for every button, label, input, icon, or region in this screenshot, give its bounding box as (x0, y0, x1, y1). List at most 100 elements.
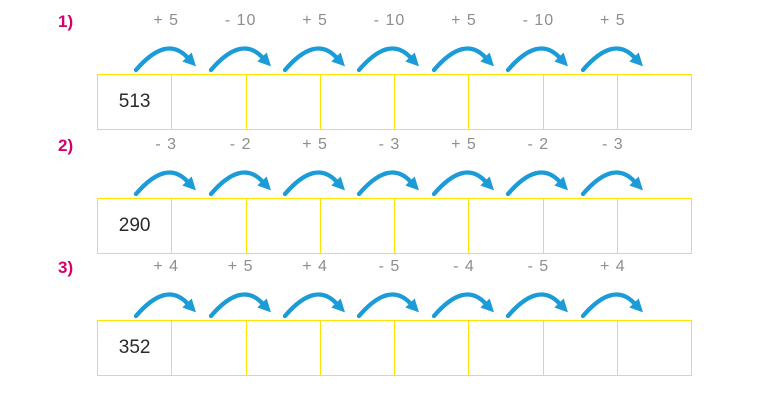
answer-cell[interactable] (247, 199, 321, 253)
arrow-slot (129, 285, 203, 321)
operation-label: + 5 (451, 136, 477, 153)
arrow-icon (282, 46, 346, 73)
operation-label: + 5 (227, 258, 254, 275)
row-number-label: 3) (58, 258, 74, 277)
answer-cell[interactable] (618, 199, 691, 253)
operation-label: + 5 (302, 136, 328, 153)
arrow-slot (352, 285, 426, 321)
arrow-slot (203, 39, 277, 75)
row-number-label: 2) (58, 136, 74, 155)
operation-label: - 10 (224, 12, 257, 29)
answer-cell[interactable] (172, 75, 247, 129)
arrows-row (129, 163, 650, 199)
arrow-slot (278, 39, 352, 75)
arrow-icon (580, 292, 643, 319)
answer-cell[interactable] (469, 199, 544, 253)
arrow-slot (278, 163, 352, 199)
arrow-icon (506, 46, 569, 73)
sequence-row: 1) + 5 - 10 + 5 - 10 + 5 - 10 + 5 513 (0, 12, 770, 134)
operation-label: - 3 (378, 136, 401, 153)
operation-label: - 10 (373, 12, 406, 29)
operation-label: + 5 (302, 12, 328, 29)
arrow-icon (506, 292, 569, 319)
operation-label: - 10 (522, 12, 555, 29)
start-number-cell: 513 (98, 75, 173, 129)
arrow-slot (501, 285, 575, 321)
answer-cell[interactable] (395, 321, 470, 375)
arrow-icon (134, 46, 197, 73)
arrow-slot (203, 163, 277, 199)
arrows-row (129, 39, 650, 75)
answer-cell[interactable] (544, 75, 618, 129)
number-boxes: 290 (97, 198, 692, 254)
arrow-slot (203, 285, 277, 321)
operation-label: - 2 (527, 136, 550, 153)
arrow-slot (352, 39, 426, 75)
arrow-slot (501, 163, 575, 199)
operation-label: + 5 (599, 12, 626, 29)
operation-label: - 2 (229, 136, 252, 153)
number-boxes: 352 (97, 320, 692, 376)
operation-label: + 5 (153, 12, 180, 29)
operation-label: + 4 (599, 258, 626, 275)
arrows-row (129, 285, 650, 321)
arrow-icon (506, 170, 569, 197)
operation-label: - 3 (155, 136, 178, 153)
operations-row: - 3 - 2 + 5 - 3 + 5 - 2 - 3 (129, 136, 650, 154)
arrow-icon (357, 170, 420, 197)
arrow-icon (357, 46, 420, 73)
answer-cell[interactable] (469, 75, 544, 129)
answer-cell[interactable] (395, 199, 470, 253)
arrow-slot (129, 163, 203, 199)
answer-cell[interactable] (321, 75, 395, 129)
arrow-slot (576, 285, 650, 321)
arrow-slot (427, 163, 501, 199)
answer-cell[interactable] (544, 321, 618, 375)
answer-cell[interactable] (395, 75, 470, 129)
arrow-slot (278, 285, 352, 321)
row-number-label: 1) (58, 12, 74, 31)
answer-cell[interactable] (321, 321, 395, 375)
operations-row: + 4 + 5 + 4 - 5 - 4 - 5 + 4 (129, 258, 650, 276)
answer-cell[interactable] (172, 199, 247, 253)
answer-cell[interactable] (321, 199, 395, 253)
arrow-slot (427, 285, 501, 321)
arrow-icon (208, 170, 271, 197)
answer-cell[interactable] (618, 75, 691, 129)
arrow-slot (501, 39, 575, 75)
answer-cell[interactable] (618, 321, 691, 375)
arrow-icon (431, 170, 494, 197)
number-boxes: 513 (97, 74, 692, 130)
start-number: 352 (118, 337, 151, 358)
arrow-icon (134, 170, 197, 197)
arrow-slot (576, 39, 650, 75)
answer-cell[interactable] (247, 321, 321, 375)
arrow-icon (282, 170, 346, 197)
arrow-slot (129, 39, 203, 75)
sequence-row: 2) - 3 - 2 + 5 - 3 + 5 - 2 - 3 290 (0, 136, 770, 258)
arrow-slot (352, 163, 426, 199)
arrow-slot (427, 39, 501, 75)
answer-cell[interactable] (544, 199, 618, 253)
operation-label: - 3 (601, 136, 624, 153)
operation-label: - 5 (378, 258, 401, 275)
answer-cell[interactable] (247, 75, 321, 129)
arrow-icon (580, 170, 643, 197)
start-number: 513 (118, 91, 151, 112)
arrow-icon (282, 292, 346, 319)
operations-row: + 5 - 10 + 5 - 10 + 5 - 10 + 5 (129, 12, 650, 30)
answer-cell[interactable] (172, 321, 247, 375)
start-number-cell: 352 (98, 321, 173, 375)
arrow-icon (580, 46, 643, 73)
operation-label: + 4 (153, 258, 180, 275)
arrow-slot (576, 163, 650, 199)
arrow-icon (357, 292, 420, 319)
arrow-icon (208, 46, 271, 73)
answer-cell[interactable] (469, 321, 544, 375)
operation-label: - 5 (527, 258, 550, 275)
arrow-icon (431, 46, 494, 73)
arrow-icon (208, 292, 271, 319)
operation-label: + 4 (302, 258, 328, 275)
start-number: 290 (118, 215, 151, 236)
